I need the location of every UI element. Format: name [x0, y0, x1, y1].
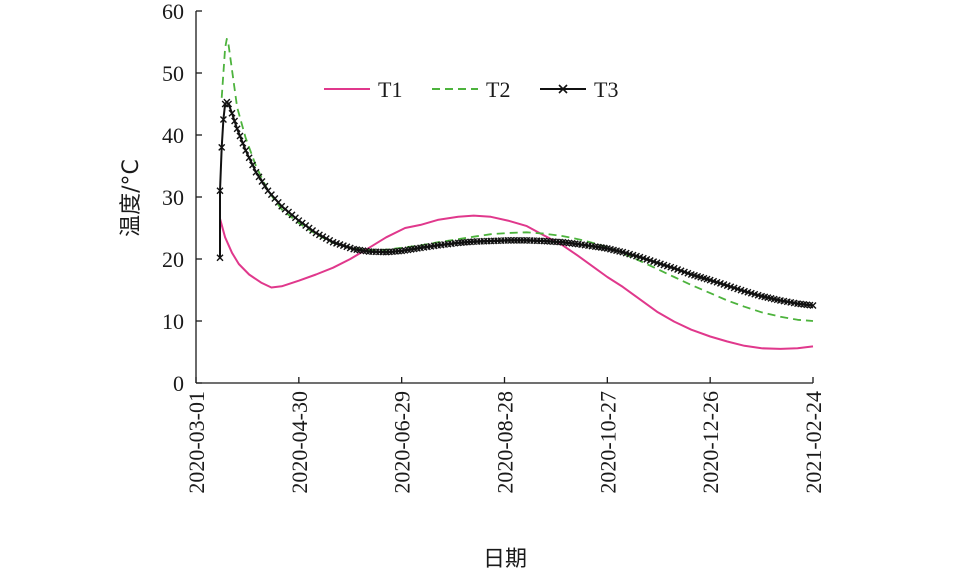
legend-label-t1: T1 [378, 77, 402, 102]
y-axis-title: 温度/°C [119, 159, 144, 237]
marker-x [252, 168, 260, 176]
series-t2 [220, 38, 814, 322]
marker-x [218, 143, 226, 151]
marker-x [261, 182, 269, 190]
marker-x [315, 231, 323, 239]
y-tick-label: 50 [162, 61, 184, 86]
series-line-t3 [219, 101, 814, 307]
y-tick-label: 10 [162, 309, 184, 334]
legend-label-t2: T2 [486, 77, 510, 102]
marker-x [231, 117, 239, 125]
marker-x [326, 236, 334, 244]
y-tick-label: 60 [162, 0, 184, 24]
marker-x [319, 233, 327, 241]
marker-x [228, 109, 236, 117]
marker-x [233, 125, 241, 133]
x-axis-title: 日期 [483, 547, 527, 572]
marker-x [809, 302, 817, 309]
x-tick-label: 2020-04-30 [287, 391, 312, 494]
marker-x [255, 173, 263, 181]
series-line-t2 [220, 38, 814, 322]
marker-x [322, 235, 330, 243]
marker-x [245, 154, 253, 162]
series-line-t1 [219, 214, 814, 350]
marker-x [216, 187, 224, 195]
marker-x [312, 229, 320, 237]
x-tick-label: 2020-03-01 [184, 391, 209, 494]
x-tick-label: 2020-12-26 [698, 391, 723, 494]
legend: T1 T2 T3 [324, 77, 618, 102]
legend-label-t3: T3 [594, 77, 618, 102]
y-tick-label: 20 [162, 247, 184, 272]
y-tick-label: 30 [162, 185, 184, 210]
marker-x [219, 116, 227, 123]
marker-x [242, 147, 250, 154]
series-t3 [216, 98, 817, 309]
x-tick-label: 2020-10-27 [595, 391, 620, 494]
marker-x [239, 139, 247, 147]
marker-x [216, 254, 224, 262]
marker-x [225, 100, 233, 108]
x-axis: 2020-03-01 2020-04-30 2020-06-29 2020-08-28… [184, 377, 826, 494]
marker-x [249, 161, 257, 169]
x-tick-label: 2020-06-29 [390, 391, 415, 494]
legend-marker-x [558, 84, 568, 94]
y-tick-label: 0 [173, 371, 184, 396]
x-tick-label: 2021-02-24 [801, 391, 826, 494]
series-layer [216, 38, 817, 350]
series-t1 [219, 214, 814, 350]
x-tick-label: 2020-08-28 [493, 391, 518, 494]
marker-x [236, 132, 244, 140]
y-axis: 0 10 20 30 40 50 60 [162, 0, 202, 396]
marker-x [258, 178, 266, 185]
y-tick-label: 40 [162, 123, 184, 148]
